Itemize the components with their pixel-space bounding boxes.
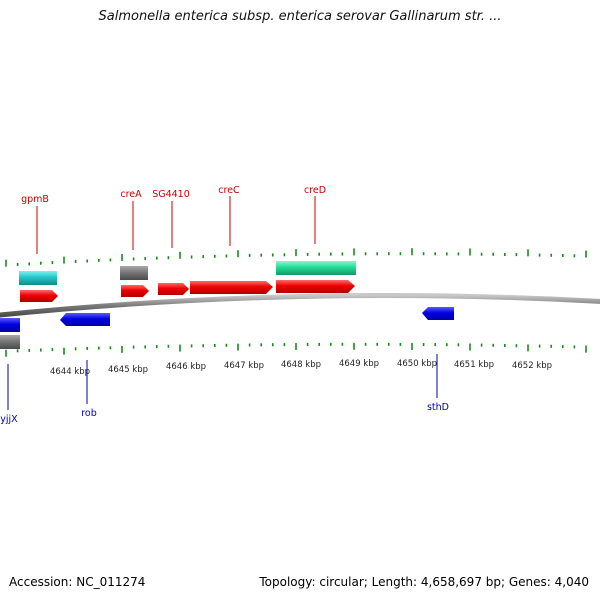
scale-label-4648: 4648 kbp — [281, 360, 321, 370]
grey-feature-creA — [120, 266, 148, 280]
gene-label-yjjX: yjjX — [0, 414, 18, 425]
gene-label-creA: creA — [120, 189, 142, 200]
gene-arrow-yjjX-blue — [0, 318, 20, 332]
cyan-feature-gpmB — [19, 271, 57, 285]
scale-label-4651: 4651 kbp — [454, 360, 494, 370]
scale-labels: 4644 kbp 4645 kbp 4646 kbp 4647 kbp 4648… — [50, 359, 552, 377]
gene-label-rob: rob — [81, 408, 97, 419]
scale-label-4652: 4652 kbp — [512, 361, 552, 371]
gene-arrow-creC — [190, 281, 273, 294]
tick-row-outer — [5, 248, 587, 267]
gene-label-creD: creD — [304, 185, 326, 196]
gene-arrow-SG4410 — [158, 283, 189, 295]
gene-label-creC: creC — [218, 185, 240, 196]
genome-stats-text: Topology: circular; Length: 4,658,697 bp… — [259, 575, 589, 589]
genome-backbone — [0, 293, 600, 318]
accession-text: Accession: NC_011274 — [9, 575, 146, 589]
scale-label-4646: 4646 kbp — [166, 362, 206, 372]
tick-row-inner — [5, 342, 587, 357]
green-feature-creD — [276, 261, 356, 275]
map-title: Salmonella enterica subsp. enterica sero… — [98, 9, 502, 24]
gene-arrow-sthD — [422, 307, 454, 320]
forward-label-lines — [36, 196, 316, 254]
gene-arrow-rob — [60, 313, 110, 326]
gene-label-gpmB: gpmB — [21, 194, 49, 205]
gene-arrow-creA — [121, 285, 149, 297]
scale-label-4650: 4650 kbp — [397, 359, 437, 369]
gene-arrow-gpmB — [20, 290, 58, 302]
reverse-label-lines — [7, 354, 438, 410]
scale-label-4649: 4649 kbp — [339, 359, 379, 369]
gene-label-SG4410: SG4410 — [152, 189, 190, 200]
gene-label-sthD: sthD — [427, 402, 449, 413]
grey-feature-yjjX — [0, 335, 20, 349]
scale-label-4644: 4644 kbp — [50, 367, 90, 377]
scale-label-4647: 4647 kbp — [224, 361, 264, 371]
gene-arrow-creD — [276, 280, 355, 293]
scale-label-4645: 4645 kbp — [108, 365, 148, 375]
